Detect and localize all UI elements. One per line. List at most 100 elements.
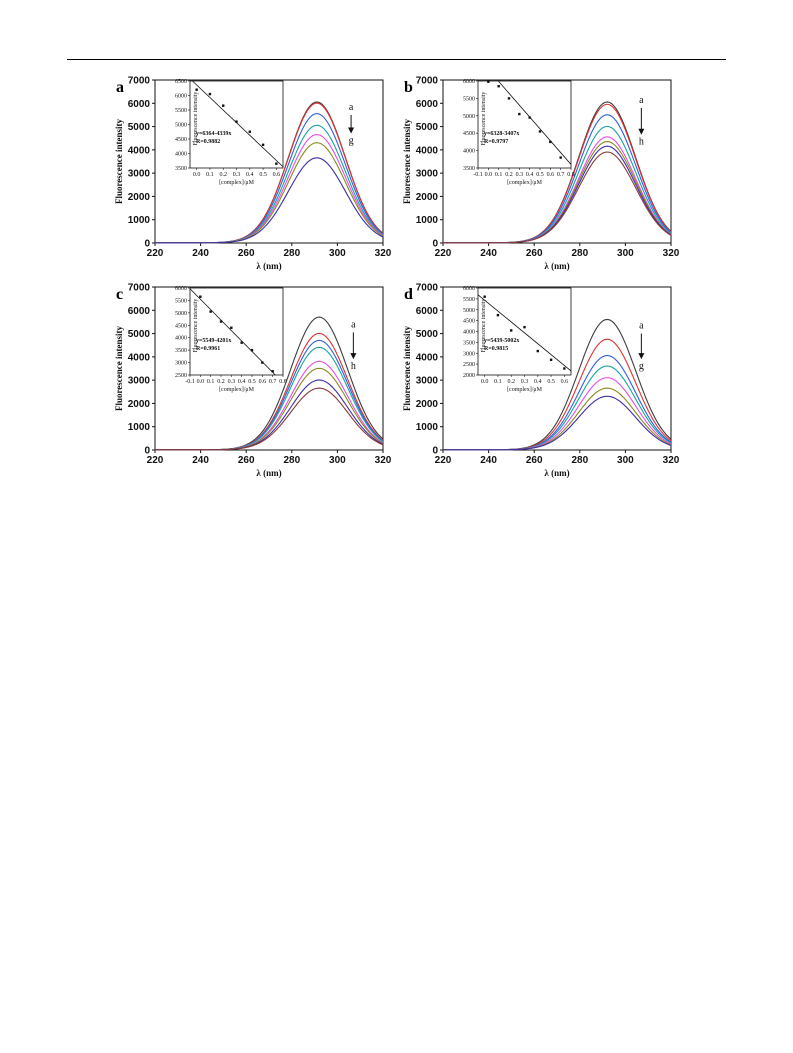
emission-curve-g <box>155 157 384 244</box>
x-tick-label: 280 <box>571 455 588 466</box>
inset-y-tick-label: 4500 <box>463 131 475 137</box>
inset-data-point <box>240 341 243 344</box>
inset-y-tick-label: 4000 <box>463 149 475 155</box>
inset-frame <box>189 287 284 376</box>
inset-y-tick-label: 4500 <box>175 137 187 143</box>
inset-y-axis-title: Fluorescence intensity <box>481 92 487 146</box>
x-tick-label: 300 <box>617 455 634 466</box>
y-tick-label: 1000 <box>416 422 439 433</box>
inset-y-tick-label: 4500 <box>175 323 187 329</box>
x-axis-title: λ (nm) <box>256 261 281 271</box>
panel-label: a <box>116 79 124 96</box>
inset-x-tick-label: 0.1 <box>206 172 214 178</box>
inset-y-tick-label: 5500 <box>463 96 475 102</box>
trend-arrow-head <box>348 127 355 134</box>
inset-data-point <box>538 130 542 133</box>
inset-y-tick-label: 3500 <box>175 348 187 354</box>
inset-y-tick-label: 6000 <box>175 94 187 100</box>
inset-x-tick-label: 0.5 <box>248 379 256 385</box>
emission-curve-g <box>443 395 672 451</box>
inset-frame <box>189 80 284 169</box>
inset-x-tick-label: 0.0 <box>485 172 493 178</box>
y-tick-label: 4000 <box>416 352 439 363</box>
inset-y-tick-label: 4500 <box>463 319 475 325</box>
y-axis-title: Fluorescence intensity <box>114 325 124 411</box>
plot-frame <box>442 79 672 244</box>
y-tick-label: 1000 <box>128 215 151 226</box>
x-tick-label: 260 <box>238 248 255 259</box>
inset-x-tick-label: 0.3 <box>233 172 241 178</box>
inset-x-axis-title: [complex]/μM <box>219 387 255 393</box>
y-tick-label: 0 <box>432 239 438 250</box>
arrow-start-label: a <box>639 95 644 106</box>
panel-label: b <box>404 79 413 96</box>
inset-fit-line <box>192 80 284 168</box>
chart-panel-c: c 220 240 260 280 300 320 0 1000 2000 3000 4000 5000… <box>110 279 395 487</box>
y-tick-label: 3000 <box>128 376 151 387</box>
inset-y-tick-label: 3500 <box>175 166 187 172</box>
inset-data-point <box>261 143 265 146</box>
arrow-start-label: a <box>349 102 354 113</box>
inset-x-tick-label: 0.1 <box>495 172 503 178</box>
chart-svg-b: b 220 240 260 280 300 320 0 1000 2000 3000 4000 5000… <box>402 76 680 272</box>
inset-y-axis-title: Fluorescence intensity <box>193 299 199 353</box>
x-tick-label: 280 <box>283 455 300 466</box>
y-tick-label: 4000 <box>128 145 151 156</box>
inset-x-axis-title: [complex]/μM <box>507 180 543 186</box>
inset-x-tick-label: 0.4 <box>238 379 246 385</box>
y-tick-label: 1000 <box>128 422 151 433</box>
y-tick-label: 2000 <box>416 399 439 410</box>
inset-data-point <box>271 370 274 373</box>
x-axis-title: λ (nm) <box>544 468 569 478</box>
y-tick-label: 7000 <box>416 283 439 294</box>
inset-data-point <box>536 349 539 353</box>
inset-x-tick-label: 0.8 <box>279 379 287 385</box>
y-tick-label: 5000 <box>128 329 151 340</box>
inset-y-axis-title: Fluorescence intensity <box>193 92 199 146</box>
inset-y-tick-label: 3000 <box>463 351 475 357</box>
x-tick-label: 260 <box>238 455 255 466</box>
inset-data-point <box>222 104 225 107</box>
inset-data-point <box>496 313 500 317</box>
x-tick-label: 280 <box>571 248 588 259</box>
inset-x-tick-label: 0.5 <box>536 172 544 178</box>
inset-y-tick-label: 4000 <box>175 336 187 342</box>
inset-x-tick-label: 0.1 <box>207 379 215 385</box>
page-header-rule <box>67 59 726 60</box>
x-tick-label: 260 <box>526 248 543 259</box>
inset-x-tick-label: 0.2 <box>505 172 513 178</box>
x-tick-label: 300 <box>329 248 346 259</box>
inset-fit-line <box>477 294 572 372</box>
inset-data-point <box>235 120 238 123</box>
trend-arrow-head <box>350 353 357 360</box>
inset-x-tick-label: -0.1 <box>473 172 483 178</box>
inset-x-tick-label: 0.4 <box>534 379 542 385</box>
inset-y-tick-label: 6500 <box>175 79 187 85</box>
inset-y-tick-label: 6000 <box>463 286 475 292</box>
inset-y-tick-label: 3500 <box>463 340 475 346</box>
inset-y-tick-label: 6000 <box>463 79 475 85</box>
trend-arrow-head <box>638 353 645 360</box>
inset-x-tick-label: 0.2 <box>219 172 227 178</box>
y-tick-label: 3000 <box>416 376 439 387</box>
y-tick-label: 6000 <box>416 306 439 317</box>
emission-curve-h <box>443 151 672 244</box>
inset-frame <box>477 287 572 376</box>
inset-frame <box>477 80 572 169</box>
y-tick-label: 6000 <box>128 99 151 110</box>
inset-x-tick-label: 0.2 <box>507 379 515 385</box>
inset-x-tick-label: 0.3 <box>228 379 236 385</box>
inset-x-tick-label: 0.6 <box>273 172 281 178</box>
y-tick-label: 4000 <box>416 145 439 156</box>
inset-y-tick-label: 3500 <box>463 166 475 172</box>
y-tick-label: 7000 <box>416 76 439 87</box>
inset-x-tick-label: 0.3 <box>521 379 529 385</box>
inset-fit-line <box>189 288 276 376</box>
plot-frame <box>442 286 672 451</box>
inset-x-tick-label: 0.1 <box>494 379 502 385</box>
inset-fit-line <box>497 80 572 165</box>
plot-frame <box>154 286 384 451</box>
inset-y-tick-label: 5000 <box>463 114 475 120</box>
y-tick-label: 4000 <box>128 352 151 363</box>
inset-x-tick-label: 0.7 <box>557 172 565 178</box>
